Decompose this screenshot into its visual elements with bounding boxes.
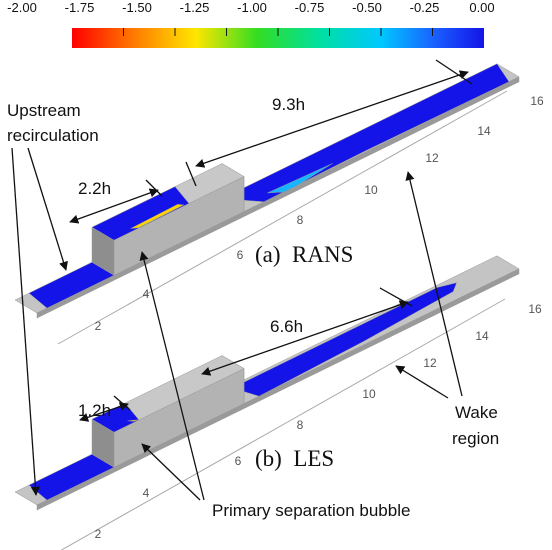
dimension-label: 1.2h (78, 401, 111, 420)
axis-tick-label: 2 (95, 319, 102, 333)
annotation: region (452, 429, 499, 448)
colorbar-tick-label: -1.25 (180, 0, 210, 15)
axis-tick-label: 4 (143, 486, 150, 500)
annotation: Upstream (7, 101, 81, 120)
panel-label: (a) RANS (255, 242, 353, 267)
dimension-tick (380, 288, 412, 306)
leader-arrow (28, 148, 66, 270)
annotation: Primary separation bubble (212, 501, 410, 520)
axis-tick-label: 8 (297, 213, 304, 227)
leader-arrow (12, 148, 36, 495)
colorbar-tick-label: -0.75 (295, 0, 325, 15)
axis-tick-label: 14 (477, 124, 491, 138)
colorbar-tick-label: -2.00 (7, 0, 37, 15)
axis-tick-label: 2 (95, 527, 102, 541)
colorbar-tick-label: -1.00 (237, 0, 267, 15)
axis-tick-label: 10 (362, 387, 376, 401)
axis-tick-label: 8 (297, 418, 304, 432)
annotation: Wake (455, 403, 498, 422)
wake-flow (232, 283, 456, 396)
dimension-label: 2.2h (78, 179, 111, 198)
axis-tick-label: 10 (364, 183, 378, 197)
annotation: recirculation (7, 126, 99, 145)
axis-tick-label: 12 (425, 151, 439, 165)
floor-edge (37, 269, 519, 510)
leader-arrow (142, 444, 200, 500)
axis-tick-label: 6 (237, 248, 244, 262)
panel-label: (b) LES (255, 446, 334, 471)
dimension-label: 6.6h (270, 317, 303, 336)
colorbar-tick-label: 0.00 (469, 0, 494, 15)
colorbar-tick-label: -0.50 (352, 0, 382, 15)
axis-tick-label: 6 (235, 454, 242, 468)
axis-tick-label: 14 (475, 329, 489, 343)
wake-flow (222, 64, 509, 202)
colorbar-tick-label: -0.25 (410, 0, 440, 15)
axis-tick-label: 12 (423, 356, 437, 370)
axis-tick-label: 16 (530, 94, 544, 108)
axis-tick-label: 16 (528, 302, 542, 316)
dimension-label: 9.3h (272, 95, 305, 114)
axis-tick-label: 4 (143, 287, 150, 301)
colorbar-tick-label: -1.50 (122, 0, 152, 15)
colorbar-tick-label: -1.75 (65, 0, 95, 15)
leader-arrow (396, 366, 448, 398)
figure: -2.00 -1.75 -1.50 -1.25 -1.00 -0.75 -0.50 -0.25… (0, 0, 552, 550)
colorbar: -2.00 -1.75 -1.50 -1.25 -1.00 -0.75 -0.50 -0.25… (7, 0, 494, 48)
